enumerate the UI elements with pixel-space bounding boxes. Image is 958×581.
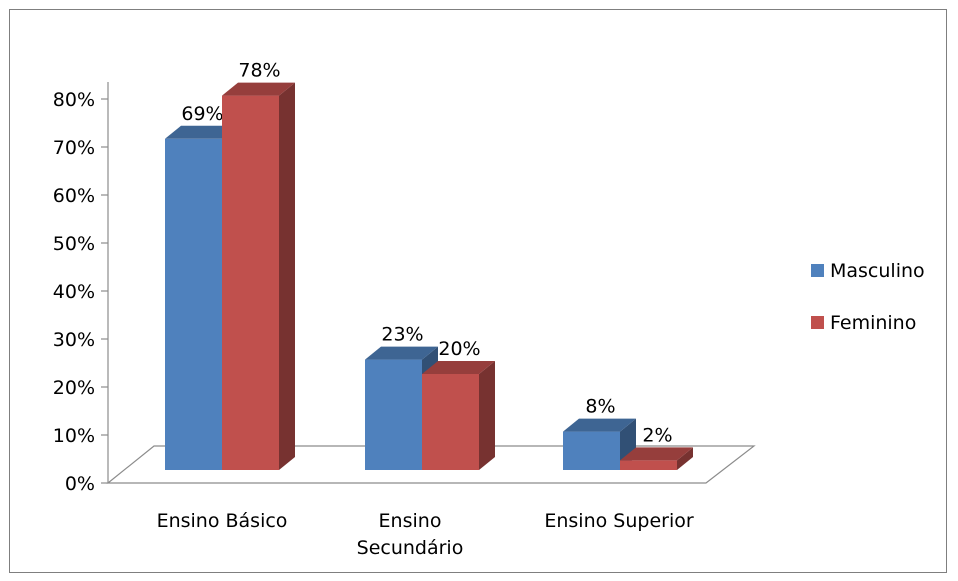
legend-label: Feminino <box>830 312 916 334</box>
y-axis: 0% 10% 20% 30% 40% 50% 60% 70% 80% <box>53 82 109 495</box>
y-tick-label: 0% <box>65 473 95 495</box>
bar-side <box>479 361 495 470</box>
bar-front <box>620 460 677 470</box>
bar-top <box>422 361 495 374</box>
bar-front <box>222 95 279 470</box>
bar-feminino-3 <box>620 447 693 470</box>
y-tick-label: 70% <box>53 137 95 159</box>
category-axis: Ensino Básico Ensino Secundário Ensino Supe… <box>157 510 694 559</box>
data-label: 8% <box>585 396 615 418</box>
category-label: Ensino <box>379 510 442 532</box>
bar-top <box>165 125 238 139</box>
data-label: 78% <box>238 60 280 82</box>
y-tick-label: 50% <box>53 233 95 255</box>
bar-front <box>563 431 620 470</box>
y-tick-label: 30% <box>53 329 95 351</box>
bar-front <box>365 359 422 470</box>
bar-feminino-2 <box>422 361 495 470</box>
bar-front <box>422 374 479 470</box>
bar-side <box>279 82 295 470</box>
plot-area: 69% 78% 23% 20% 8% 2% <box>165 60 693 471</box>
category-label: Secundário <box>357 537 464 559</box>
bar-front <box>165 138 222 471</box>
category-label: Ensino Superior <box>544 510 693 532</box>
y-tick-label: 40% <box>53 281 95 303</box>
data-label: 20% <box>438 338 480 360</box>
bar-top <box>222 82 295 96</box>
bar-top <box>620 447 693 461</box>
data-label: 69% <box>181 103 223 125</box>
legend-label: Masculino <box>830 260 925 282</box>
legend-swatch <box>811 264 824 277</box>
legend-swatch <box>811 316 824 329</box>
y-tick-label: 20% <box>53 377 95 399</box>
bar-top <box>365 346 438 360</box>
bar-side <box>677 447 693 470</box>
legend: Masculino Feminino <box>811 260 925 334</box>
y-tick-label: 60% <box>53 185 95 207</box>
y-tick-label: 10% <box>53 425 95 447</box>
data-label: 23% <box>381 324 423 346</box>
y-tick-label: 80% <box>53 89 95 111</box>
bar-feminino-1 <box>222 82 295 470</box>
data-label: 2% <box>642 424 672 446</box>
bar-top <box>563 418 636 432</box>
category-label: Ensino Básico <box>157 510 288 532</box>
